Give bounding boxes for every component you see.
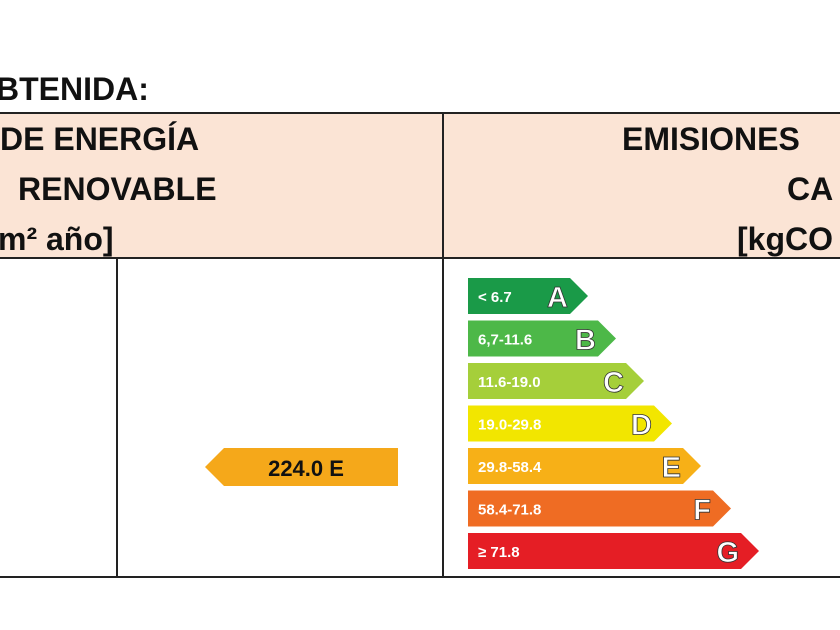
scale-range: 58.4-71.8 <box>478 502 541 519</box>
scale-band <box>468 278 588 314</box>
scale-letter: A <box>547 282 568 314</box>
title: BTENIDA: <box>0 71 149 107</box>
scale-letter: F <box>693 495 711 527</box>
indicator-label: 224.0 E <box>268 456 344 481</box>
scale-range: 29.8-58.4 <box>478 459 542 476</box>
header-right-line: CA <box>787 171 833 207</box>
scale-letter: C <box>603 367 624 399</box>
scale-band <box>468 363 644 399</box>
header-left-line: DE ENERGÍA <box>0 121 199 157</box>
scale-band <box>468 405 672 442</box>
scale-letter: D <box>631 410 652 442</box>
scale-band <box>468 490 731 527</box>
scale-letter: B <box>575 325 596 357</box>
scale-band <box>468 448 701 484</box>
scale-range: 6,7-11.6 <box>478 332 532 349</box>
header-left-line: m² año] <box>0 221 114 257</box>
scale-range: ≥ 71.8 <box>478 544 520 561</box>
scale-letter: E <box>662 452 681 484</box>
header-left-line: RENOVABLE <box>18 171 217 207</box>
scale-range: 11.6-19.0 <box>478 374 541 391</box>
header-right-line: EMISIONES <box>622 121 800 157</box>
scale-band <box>468 320 616 357</box>
scale-range: < 6.7 <box>478 289 512 306</box>
scale-letter: G <box>716 537 739 569</box>
scale-band <box>468 533 759 569</box>
scale: < 6.7 A 6,7-11.6 B 11.6-19.0 C 19.0-29.8 D 29.8-… <box>468 278 759 569</box>
scale-range: 19.0-29.8 <box>478 417 541 434</box>
header-bg <box>0 113 840 258</box>
indicator-arrow <box>205 448 398 486</box>
header-right-line: [kgCO <box>737 221 833 257</box>
